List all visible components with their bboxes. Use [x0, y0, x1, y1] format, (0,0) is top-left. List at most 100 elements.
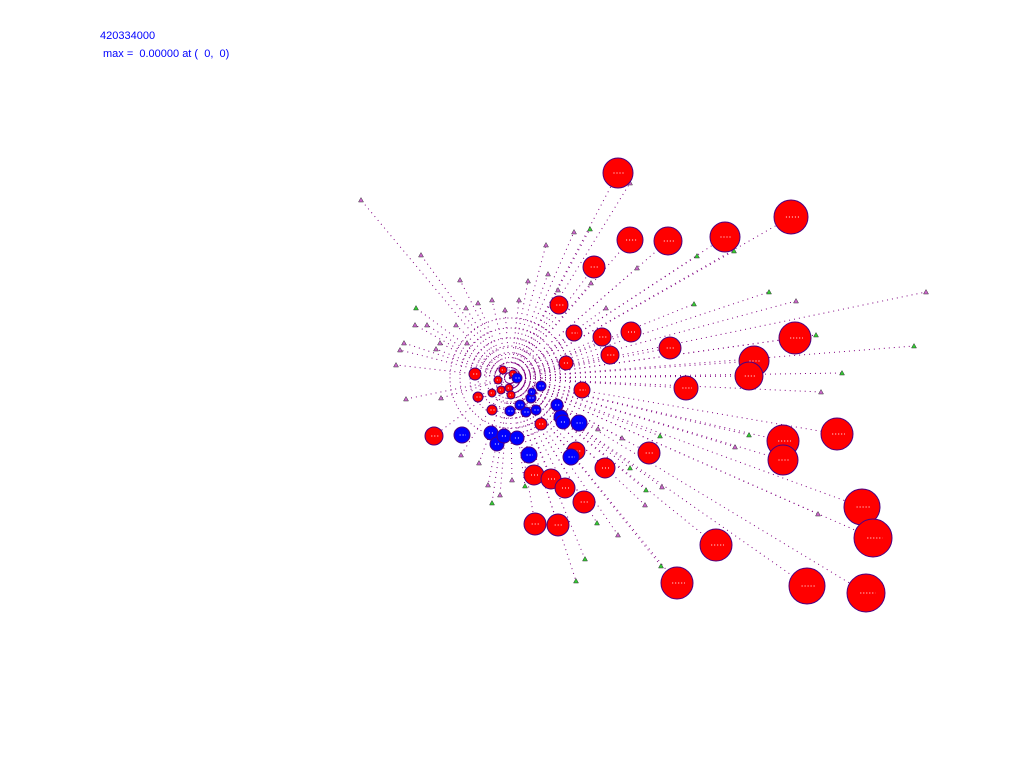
- trail-line: [509, 377, 513, 481]
- marker-purple: [818, 388, 824, 395]
- marker-green: [573, 577, 579, 584]
- particle-red: [487, 388, 497, 398]
- trail-ring: [449, 317, 571, 439]
- marker-green: [839, 369, 845, 376]
- particle-red: [486, 404, 498, 416]
- particle-red: [773, 199, 809, 235]
- trail-line: [509, 377, 784, 442]
- marker-purple: [424, 321, 430, 328]
- marker-purple: [815, 510, 821, 517]
- marker-purple: [403, 395, 409, 402]
- particle-blue: [496, 428, 512, 444]
- trail-line: [502, 369, 511, 379]
- trail-line: [509, 377, 552, 480]
- trail-line: [509, 172, 619, 379]
- marker-purple: [502, 306, 508, 313]
- trail-line: [403, 342, 511, 379]
- trail-line: [509, 239, 631, 379]
- frame-counter: 420334000: [100, 30, 156, 42]
- trail-line: [509, 377, 678, 584]
- particle-blue: [555, 414, 571, 430]
- marker-green: [522, 482, 528, 489]
- marker-purple: [437, 339, 443, 346]
- trail-line: [491, 299, 511, 379]
- marker-purple: [793, 297, 799, 304]
- particle-red: [853, 518, 893, 558]
- trail-ring: [469, 337, 551, 419]
- marker-purple: [475, 299, 481, 306]
- particle-red: [549, 295, 569, 315]
- trail-line: [509, 332, 575, 379]
- trail-line: [509, 347, 671, 379]
- particle-blue: [453, 426, 471, 444]
- marker-purple: [603, 304, 609, 311]
- marker-green: [746, 431, 752, 438]
- particle-red: [496, 385, 506, 395]
- marker-green: [413, 304, 419, 311]
- trail-line: [477, 302, 511, 379]
- max-readout: max = 0.00000 at ( 0, 0): [103, 48, 230, 60]
- marker-purple: [418, 251, 424, 258]
- particle-red: [468, 367, 482, 381]
- particle-blue: [514, 399, 526, 411]
- trail-line: [509, 377, 661, 437]
- marker-purple: [438, 394, 444, 401]
- trail-line: [509, 291, 927, 379]
- marker-green: [691, 300, 697, 307]
- particle-red: [709, 221, 741, 253]
- particle-blue: [504, 405, 516, 417]
- marker-purple: [509, 476, 515, 483]
- particle-red: [788, 567, 826, 605]
- marker-purple: [543, 241, 549, 248]
- trail-line: [509, 273, 549, 379]
- marker-purple: [476, 459, 482, 466]
- particle-red: [846, 573, 886, 613]
- trail-line: [415, 307, 511, 379]
- marker-green: [594, 519, 600, 526]
- particle-blue: [550, 398, 564, 412]
- marker-purple: [485, 481, 491, 488]
- trail-line: [509, 377, 663, 488]
- particle-red: [699, 528, 733, 562]
- particle-blue: [520, 406, 532, 418]
- particle-blue: [511, 372, 523, 384]
- marker-green: [587, 225, 593, 232]
- trail-line: [474, 373, 511, 379]
- particle-blue: [535, 380, 547, 392]
- marker-purple: [588, 279, 594, 286]
- marker-green: [627, 464, 633, 471]
- trail-line: [509, 228, 591, 379]
- marker-green: [643, 486, 649, 493]
- particle-red: [534, 417, 548, 431]
- particle-blue: [562, 448, 580, 466]
- marker-purple: [393, 361, 399, 368]
- trail-line: [491, 377, 511, 504]
- trail-line: [459, 279, 511, 379]
- particle-red: [573, 381, 591, 399]
- particle-blue: [530, 404, 542, 416]
- particle-red: [767, 444, 799, 476]
- particle-red: [820, 417, 854, 451]
- particle-red: [506, 390, 516, 400]
- marker-green: [489, 499, 495, 506]
- marker-purple: [545, 270, 551, 277]
- marker-purple: [401, 339, 407, 346]
- particle-red: [592, 327, 612, 347]
- marker-purple: [453, 321, 459, 328]
- marker-purple: [433, 345, 439, 352]
- trail-line: [509, 377, 526, 487]
- trail-line: [508, 377, 511, 389]
- trail-line: [509, 291, 770, 379]
- marker-purple: [923, 288, 929, 295]
- marker-purple: [732, 443, 738, 450]
- trail-line: [509, 299, 520, 379]
- marker-green: [731, 247, 737, 254]
- particle-red: [558, 355, 574, 371]
- trail-line: [509, 280, 529, 379]
- trail-line: [509, 244, 547, 379]
- trail-line: [439, 342, 511, 379]
- trail-line: [509, 377, 874, 539]
- particle-red: [493, 375, 503, 385]
- particle-red: [565, 324, 583, 342]
